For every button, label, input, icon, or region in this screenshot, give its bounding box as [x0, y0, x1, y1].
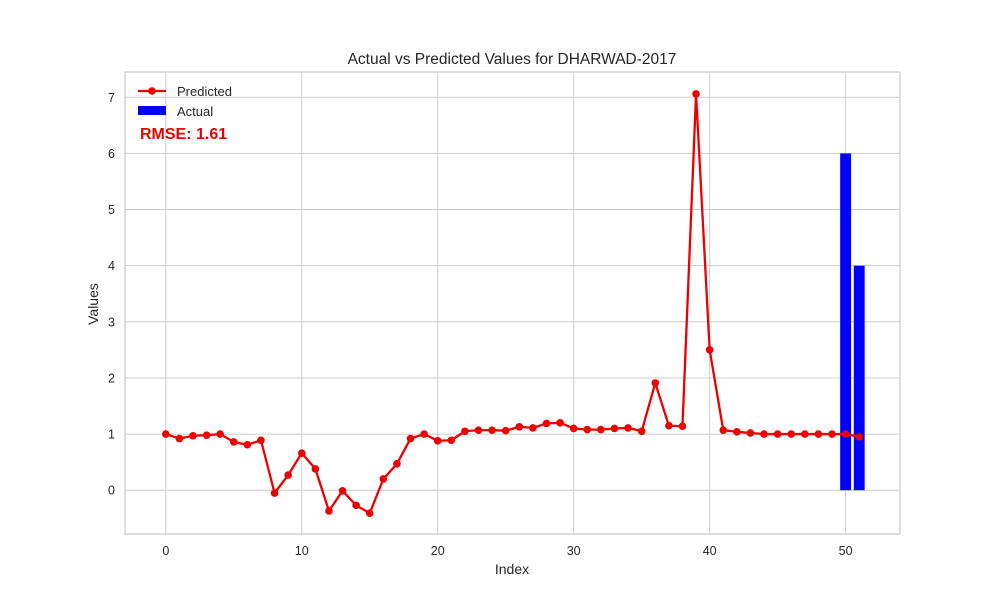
- legend-bar-swatch: [138, 106, 166, 115]
- predicted-point: [420, 430, 428, 438]
- predicted-point: [651, 379, 660, 387]
- predicted-point: [787, 430, 796, 438]
- x-tick-labels: 0 10 20 30 40 50: [162, 544, 852, 558]
- predicted-point: [678, 422, 687, 431]
- x-tick-label: 20: [431, 544, 445, 558]
- x-tick-label: 50: [839, 544, 853, 558]
- predicted-line: [165, 92, 860, 515]
- predicted-point: [542, 419, 551, 428]
- predicted-point: [705, 346, 714, 354]
- predicted-point: [501, 426, 510, 435]
- predicted-point: [297, 449, 306, 457]
- x-tick-label: 30: [567, 544, 581, 558]
- predicted-point: [855, 433, 864, 441]
- predicted-point: [447, 436, 456, 445]
- predicted-point: [814, 430, 823, 438]
- predicted-point: [583, 425, 592, 434]
- chart-title: Actual vs Predicted Values for DHARWAD-2…: [348, 51, 677, 68]
- grid: [125, 72, 900, 534]
- predicted-point: [216, 430, 224, 438]
- legend: Predicted Actual: [138, 84, 232, 119]
- predicted-point: [637, 427, 646, 436]
- actual-bars: [840, 153, 865, 491]
- actual-bar: [840, 153, 852, 491]
- predicted-point: [189, 431, 197, 440]
- predicted-point: [624, 424, 632, 432]
- predicted-point: [175, 434, 184, 443]
- x-tick-label: 10: [295, 544, 309, 558]
- y-axis-label: Values: [85, 283, 101, 325]
- y-tick-label: 4: [108, 259, 115, 273]
- predicted-point: [610, 424, 619, 433]
- plot-area: [125, 72, 900, 534]
- predicted-point: [841, 430, 850, 438]
- predicted-point: [665, 421, 673, 430]
- predicted-point: [488, 426, 496, 434]
- plot-frame: [124, 71, 901, 535]
- predicted-point: [746, 429, 755, 437]
- predicted-point: [202, 431, 211, 440]
- y-tick-label: 6: [108, 147, 115, 161]
- predicted-series: [161, 90, 864, 518]
- predicted-point: [801, 430, 809, 438]
- predicted-point: [433, 437, 442, 445]
- predicted-point: [556, 419, 564, 427]
- x-tick-label: 40: [703, 544, 717, 558]
- y-tick-label: 2: [108, 371, 115, 385]
- predicted-point: [569, 424, 578, 433]
- y-tick-labels: 0 1 2 3 4 5 6 7: [108, 91, 115, 498]
- predicted-point: [379, 475, 388, 483]
- rmse-annotation: RMSE: 1.61: [140, 126, 227, 143]
- y-tick-label: 7: [108, 91, 115, 105]
- legend-marker-swatch: [148, 87, 156, 95]
- predicted-point: [284, 471, 292, 479]
- y-tick-label: 3: [108, 315, 115, 329]
- actual-bar: [853, 265, 865, 491]
- predicted-point: [760, 430, 768, 438]
- y-tick-label: 1: [108, 428, 115, 442]
- predicted-point: [311, 465, 320, 473]
- predicted-point: [719, 426, 728, 434]
- predicted-point: [515, 422, 524, 431]
- predicted-point: [257, 436, 265, 445]
- predicted-point: [529, 424, 537, 432]
- legend-label-predicted: Predicted: [177, 84, 232, 99]
- legend-label-actual: Actual: [177, 104, 213, 119]
- predicted-point: [406, 434, 415, 443]
- predicted-point: [692, 90, 700, 98]
- predicted-point: [365, 509, 374, 518]
- predicted-point: [773, 430, 782, 438]
- x-tick-label: 0: [162, 544, 169, 558]
- predicted-point: [733, 428, 741, 436]
- x-axis-label: Index: [495, 561, 529, 577]
- predicted-point: [352, 501, 360, 510]
- predicted-point: [338, 486, 347, 495]
- predicted-point: [229, 438, 238, 446]
- y-tick-label: 5: [108, 203, 115, 217]
- y-tick-label: 0: [108, 484, 115, 498]
- predicted-point: [461, 427, 469, 436]
- predicted-point: [161, 430, 170, 438]
- predicted-point: [243, 440, 252, 449]
- predicted-point: [597, 425, 605, 434]
- predicted-point: [270, 489, 279, 497]
- predicted-point: [393, 460, 401, 468]
- predicted-point: [325, 507, 333, 515]
- predicted-point: [474, 426, 483, 434]
- predicted-point: [828, 430, 836, 438]
